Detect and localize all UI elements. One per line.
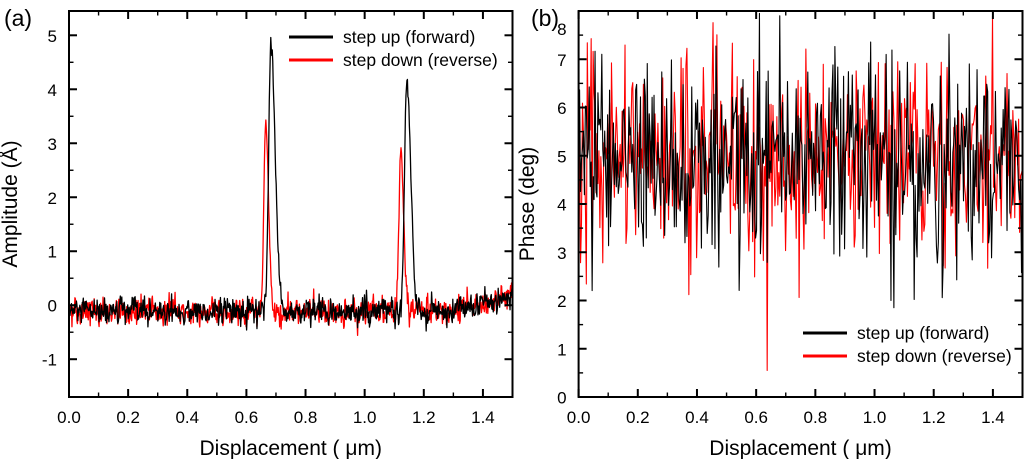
svg-text:1.4: 1.4 bbox=[471, 408, 495, 427]
svg-text:Phase (deg): Phase (deg) bbox=[516, 147, 539, 261]
svg-text:7: 7 bbox=[557, 51, 566, 70]
svg-text:1.0: 1.0 bbox=[863, 408, 887, 427]
svg-text:1.0: 1.0 bbox=[353, 408, 377, 427]
svg-text:0.6: 0.6 bbox=[744, 408, 768, 427]
svg-text:0.4: 0.4 bbox=[685, 408, 709, 427]
svg-text:step down (reverse): step down (reverse) bbox=[343, 50, 498, 70]
svg-text:0.0: 0.0 bbox=[567, 408, 591, 427]
svg-text:0.4: 0.4 bbox=[175, 408, 199, 427]
svg-text:step up (forward): step up (forward) bbox=[343, 27, 475, 47]
svg-text:4: 4 bbox=[557, 196, 566, 215]
svg-text:0: 0 bbox=[557, 389, 566, 408]
svg-text:0.6: 0.6 bbox=[235, 408, 259, 427]
svg-text:(b): (b) bbox=[531, 5, 559, 31]
svg-text:4: 4 bbox=[48, 81, 57, 100]
svg-text:(a): (a) bbox=[4, 5, 32, 31]
svg-text:0: 0 bbox=[48, 297, 57, 316]
svg-text:1.4: 1.4 bbox=[981, 408, 1005, 427]
svg-text:1: 1 bbox=[557, 340, 566, 359]
svg-text:3: 3 bbox=[557, 244, 566, 263]
svg-text:2: 2 bbox=[48, 189, 57, 208]
svg-text:5: 5 bbox=[48, 27, 57, 46]
svg-text:5: 5 bbox=[557, 147, 566, 166]
svg-text:0.0: 0.0 bbox=[57, 408, 81, 427]
svg-text:3: 3 bbox=[48, 135, 57, 154]
svg-text:Displacement ( μm): Displacement ( μm) bbox=[709, 437, 892, 459]
svg-text:Amplitude (Å): Amplitude (Å) bbox=[0, 140, 22, 267]
svg-text:step up (forward): step up (forward) bbox=[857, 323, 989, 343]
svg-text:1.2: 1.2 bbox=[412, 408, 436, 427]
svg-text:2: 2 bbox=[557, 292, 566, 311]
svg-text:1: 1 bbox=[48, 243, 57, 262]
svg-text:6: 6 bbox=[557, 99, 566, 118]
svg-text:step down (reverse): step down (reverse) bbox=[857, 346, 1012, 366]
svg-text:Displacement ( μm): Displacement ( μm) bbox=[200, 437, 383, 459]
svg-text:0.8: 0.8 bbox=[294, 408, 318, 427]
svg-text:1.2: 1.2 bbox=[922, 408, 946, 427]
svg-text:0.2: 0.2 bbox=[116, 408, 140, 427]
svg-text:0.8: 0.8 bbox=[804, 408, 828, 427]
svg-text:0.2: 0.2 bbox=[626, 408, 650, 427]
svg-text:-1: -1 bbox=[42, 351, 57, 370]
